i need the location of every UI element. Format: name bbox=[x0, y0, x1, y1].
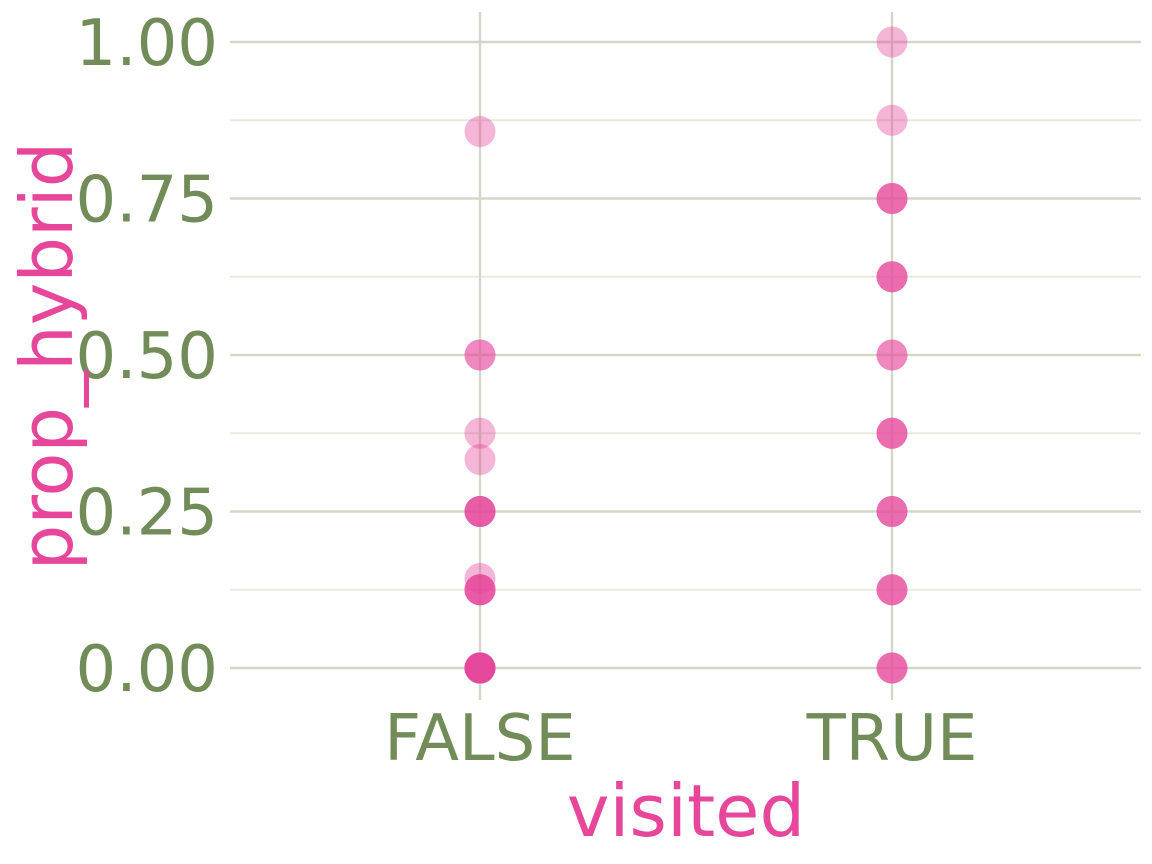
data-point bbox=[464, 652, 496, 684]
gridlines bbox=[230, 12, 1141, 700]
y-tick-label: 0.75 bbox=[76, 164, 219, 238]
data-point bbox=[464, 574, 496, 606]
data-point bbox=[464, 496, 496, 527]
data-point bbox=[464, 339, 496, 371]
data-point bbox=[464, 652, 496, 684]
data-point bbox=[464, 339, 496, 371]
data-point bbox=[464, 574, 496, 606]
data-point bbox=[876, 652, 908, 684]
data-point bbox=[464, 574, 496, 606]
data-point bbox=[876, 652, 908, 684]
data-point bbox=[876, 574, 908, 606]
y-tick-label: 0.25 bbox=[76, 477, 219, 551]
data-point bbox=[876, 417, 908, 449]
x-axis-tick-labels: FALSE TRUE bbox=[384, 702, 977, 776]
data-point bbox=[876, 496, 908, 527]
data-point bbox=[876, 574, 908, 606]
data-point bbox=[464, 652, 496, 684]
y-axis-title: prop_hybrid bbox=[5, 142, 89, 571]
y-tick-label: 1.00 bbox=[76, 7, 219, 81]
data-points bbox=[464, 26, 908, 684]
data-point bbox=[876, 104, 908, 136]
data-point bbox=[876, 261, 908, 293]
data-point bbox=[876, 183, 908, 214]
data-point bbox=[464, 652, 496, 684]
data-point bbox=[876, 496, 908, 527]
x-tick-label: TRUE bbox=[806, 702, 978, 776]
data-point bbox=[876, 652, 908, 684]
data-point bbox=[876, 26, 908, 58]
data-point bbox=[876, 183, 908, 214]
data-point bbox=[464, 652, 496, 684]
data-point bbox=[876, 261, 908, 293]
data-point bbox=[464, 574, 496, 606]
data-point bbox=[876, 339, 908, 371]
x-tick-label: FALSE bbox=[384, 702, 575, 776]
data-point bbox=[876, 261, 908, 293]
x-axis-title: visited bbox=[567, 769, 805, 853]
data-point bbox=[876, 417, 908, 449]
data-point bbox=[876, 496, 908, 527]
data-point bbox=[464, 496, 496, 527]
data-point bbox=[464, 496, 496, 527]
data-point bbox=[876, 574, 908, 606]
data-point bbox=[464, 652, 496, 684]
data-point bbox=[464, 417, 496, 449]
data-point bbox=[464, 562, 496, 594]
data-point bbox=[464, 652, 496, 684]
data-point bbox=[876, 339, 908, 371]
y-axis-tick-labels: 0.00 0.25 0.50 0.75 1.00 bbox=[76, 7, 219, 707]
y-tick-label: 0.00 bbox=[76, 633, 219, 707]
data-point bbox=[876, 183, 908, 214]
data-point bbox=[464, 652, 496, 684]
data-point bbox=[464, 496, 496, 527]
data-point bbox=[464, 116, 496, 148]
y-tick-label: 0.50 bbox=[76, 320, 219, 394]
data-point bbox=[464, 444, 496, 476]
data-point bbox=[876, 417, 908, 449]
